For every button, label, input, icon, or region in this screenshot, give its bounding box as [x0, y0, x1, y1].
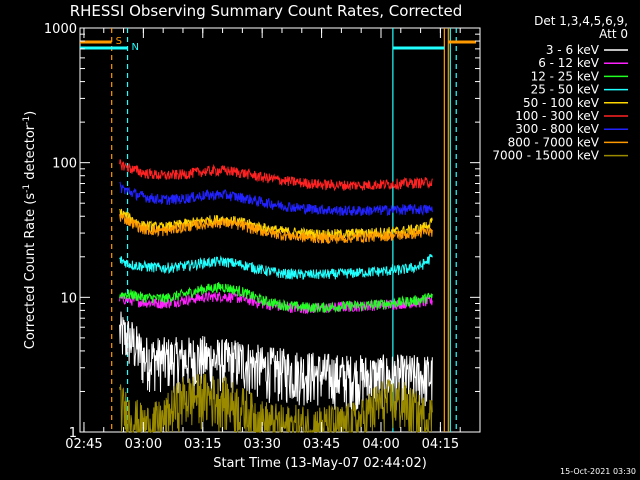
series-line	[119, 181, 433, 217]
flag-label: N	[132, 42, 139, 53]
y-tick-label: 100	[52, 157, 77, 172]
x-axis: 02:45 03:00 03:15 03:30 03:45 04:00 04:15	[65, 28, 481, 452]
x-tick-label: 03:00	[125, 437, 162, 452]
x-tick-label: 02:45	[65, 437, 102, 452]
y-tick-label: 1000	[44, 22, 77, 37]
y-axis-label: Corrected Count Rate (s-1 detector-1)	[22, 111, 38, 349]
y-axis: 1 10 100 1000	[44, 22, 480, 441]
footer-timestamp: 15-Oct-2021 03:30	[560, 467, 636, 476]
x-tick-label: 03:15	[184, 437, 221, 452]
x-tick-label: 04:15	[422, 437, 459, 452]
legend-label: 50 - 100 keV	[523, 96, 600, 110]
legend-header-line-1: Det 1,3,4,5,6,9,	[534, 14, 628, 28]
series-line	[119, 311, 433, 411]
legend-label: 12 - 25 keV	[531, 69, 600, 83]
plot-area: SN	[79, 27, 481, 433]
series-line	[119, 373, 433, 433]
legend-label: 3 - 6 keV	[546, 43, 600, 57]
legend-label: 300 - 800 keV	[515, 122, 599, 136]
legend-label: 100 - 300 keV	[515, 109, 599, 123]
x-tick-label: 03:45	[303, 437, 340, 452]
legend-label: 7000 - 15000 keV	[492, 149, 599, 163]
chart-title: RHESSI Observing Summary Count Rates, Co…	[70, 2, 463, 20]
x-tick-label: 03:30	[243, 437, 280, 452]
y-tick-label: 1	[69, 426, 77, 441]
legend-label: 25 - 50 keV	[531, 83, 600, 97]
series-line	[119, 214, 433, 245]
x-tick-label: 04:00	[362, 437, 399, 452]
flag-label: S	[116, 36, 122, 47]
series-line	[119, 159, 433, 192]
series-line	[119, 254, 433, 280]
legend-label: 800 - 7000 keV	[508, 135, 600, 149]
x-axis-label: Start Time (13-May-07 02:44:02)	[213, 456, 427, 471]
legend-label: 6 - 12 keV	[538, 56, 600, 70]
series-line	[119, 282, 433, 314]
series-lines	[119, 159, 433, 433]
y-tick-label: 10	[60, 291, 77, 306]
legend-header-line-2: Att 0	[599, 27, 628, 41]
flag-bars: SN	[80, 36, 477, 53]
